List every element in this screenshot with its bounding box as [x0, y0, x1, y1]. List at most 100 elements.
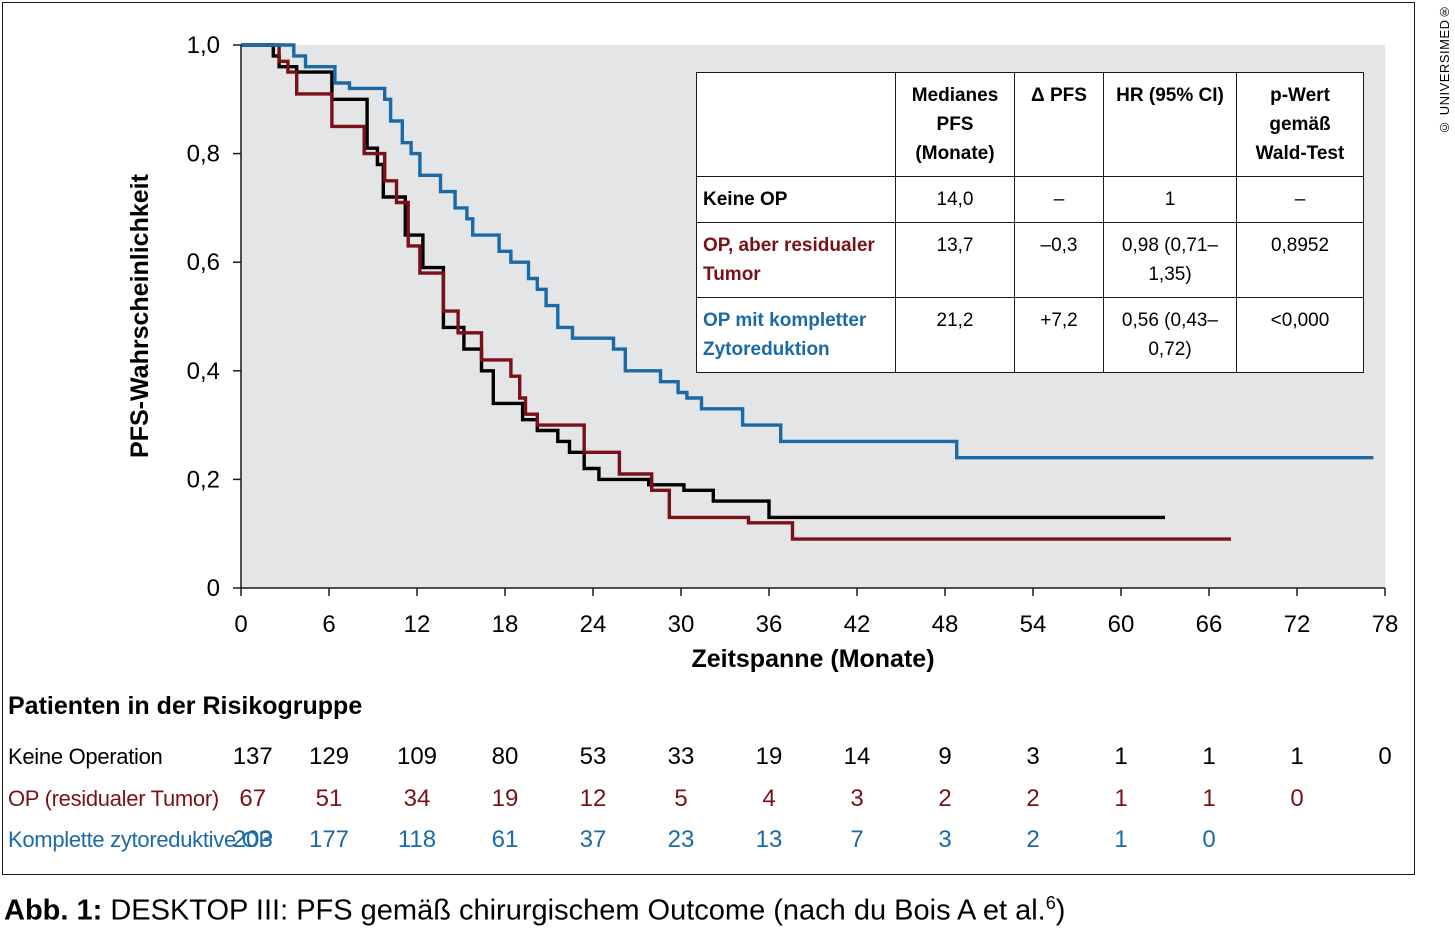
risk-row-label: Keine Operation: [8, 744, 163, 769]
x-tick-label: 18: [492, 611, 519, 638]
risk-count: 12: [579, 785, 607, 812]
risk-count: 61: [491, 826, 519, 853]
risk-count: 1: [1114, 826, 1128, 853]
y-tick-label: 0,6: [187, 249, 220, 276]
x-tick-label: 78: [1372, 611, 1399, 638]
risk-count: 2: [1026, 785, 1040, 812]
y-tick-label: 0: [207, 575, 220, 602]
risk-count: 1: [1114, 743, 1128, 770]
table-header-delta: Δ PFS: [1014, 72, 1104, 177]
caption-text: DESKTOP III: PFS gemäß chirurgischem Out…: [102, 894, 1046, 927]
table-header-empty: [696, 72, 896, 177]
risk-count: 19: [755, 743, 783, 770]
table-header-median: Medianes PFS (Monate): [895, 72, 1015, 177]
risk-count: 37: [579, 826, 607, 853]
x-tick-label: 60: [1108, 611, 1135, 638]
risk-count: 2: [1026, 826, 1040, 853]
risk-count: 34: [403, 785, 431, 812]
risk-count: 51: [315, 785, 343, 812]
table-cell: –: [1014, 176, 1104, 223]
risk-count: 2: [938, 785, 952, 812]
table-cell: 0,56 (0,43–0,72): [1103, 297, 1237, 373]
risk-count: 137: [232, 743, 273, 770]
caption-prefix: Abb. 1:: [4, 894, 103, 927]
x-tick-label: 48: [932, 611, 959, 638]
table-cell: –: [1236, 176, 1364, 223]
table-row: Keine OP 14,0 – 1 –: [696, 176, 1364, 223]
table-header-pvalue: p-Wert gemäß Wald-Test: [1236, 72, 1364, 177]
table-cell: 14,0: [895, 176, 1015, 223]
table-cell: <0,000: [1236, 297, 1364, 373]
x-tick-label: 72: [1284, 611, 1311, 638]
y-tick-label: 0,2: [187, 466, 220, 493]
risk-count: 3: [1026, 743, 1040, 770]
table-header-hr: HR (95% CI): [1103, 72, 1237, 177]
risk-count: 13: [755, 826, 783, 853]
risk-count: 33: [667, 743, 695, 770]
x-tick-label: 66: [1196, 611, 1223, 638]
risk-count: 0: [1290, 785, 1304, 812]
risk-count: 129: [308, 743, 350, 770]
table-header-row: Medianes PFS (Monate) Δ PFS HR (95% CI) …: [696, 72, 1364, 177]
x-tick-label: 42: [844, 611, 871, 638]
risk-row-label: Komplette zytoreduktive OP: [8, 827, 273, 852]
table-row-label: Keine OP: [696, 176, 896, 223]
y-axis-label: PFS-Wahrscheinlichkeit: [126, 173, 154, 458]
table-row-label: OP mit kompletter Zytoreduktion: [696, 297, 896, 373]
table-cell: 1: [1103, 176, 1237, 223]
risk-count: 3: [938, 826, 952, 853]
x-tick-label: 54: [1020, 611, 1047, 638]
series-layer: [241, 43, 1374, 541]
copyright-notice: © UNIVERSIMED®: [1437, 4, 1452, 135]
x-tick-label: 36: [756, 611, 783, 638]
table-cell: –0,3: [1014, 222, 1104, 298]
risk-count: 23: [667, 826, 695, 853]
x-tick-label: 0: [234, 611, 247, 638]
table-row: OP, aber residualer Tumor 13,7 –0,3 0,98…: [696, 222, 1364, 298]
risk-count: 19: [491, 785, 519, 812]
axis-layer: 0 6 12 18 24 30 36 42 48 54 60 66 72 78 0 0,2 0,4 0,6 0,8 1…: [126, 32, 1398, 673]
risk-count: 1: [1290, 743, 1304, 770]
x-axis-label: Zeitspanne (Monate): [691, 645, 934, 673]
risk-count: 5: [674, 785, 688, 812]
risk-count: 1: [1114, 785, 1128, 812]
y-tick-label: 0,4: [187, 358, 220, 385]
risk-count: 1: [1202, 743, 1216, 770]
caption-suffix: ): [1055, 894, 1066, 927]
risk-row-label: OP (residualer Tumor): [8, 786, 219, 811]
table-cell: 21,2: [895, 297, 1015, 373]
risk-count: 14: [843, 743, 871, 770]
series-line-1: [241, 43, 1231, 541]
y-tick-label: 0,8: [187, 141, 220, 168]
risk-count: 0: [1378, 743, 1392, 770]
risk-count: 1: [1202, 785, 1216, 812]
risk-table-title: Patienten in der Risikogruppe: [8, 692, 363, 720]
risk-count: 9: [938, 743, 952, 770]
table-row-label: OP, aber residualer Tumor: [696, 222, 896, 298]
risk-count: 67: [239, 785, 267, 812]
table-row: OP mit kompletter Zytoreduktion 21,2 +7,…: [696, 297, 1364, 373]
table-cell: +7,2: [1014, 297, 1104, 373]
risk-count: 4: [762, 785, 776, 812]
x-tick-label: 12: [404, 611, 431, 638]
figure-frame: [2, 2, 1415, 875]
y-tick-label: 1,0: [187, 32, 220, 59]
series-line-2: [241, 43, 1374, 460]
risk-count: 177: [308, 826, 350, 853]
risk-count: 0: [1202, 826, 1216, 853]
table-cell: 0,98 (0,71–1,35): [1103, 222, 1237, 298]
x-tick-label: 24: [580, 611, 607, 638]
risk-count: 118: [397, 826, 437, 853]
risk-count: 3: [850, 785, 864, 812]
risk-count: 53: [579, 743, 607, 770]
risk-count: 80: [491, 743, 519, 770]
risk-count: 203: [232, 826, 273, 853]
risk-count: 109: [396, 743, 438, 770]
table-cell: 0,8952: [1236, 222, 1364, 298]
results-table: Medianes PFS (Monate) Δ PFS HR (95% CI) …: [696, 72, 1364, 373]
x-tick-label: 30: [668, 611, 695, 638]
risk-count: 7: [850, 826, 864, 853]
caption-reference: 6: [1045, 893, 1056, 913]
table-cell: 13,7: [895, 222, 1015, 298]
x-tick-label: 6: [322, 611, 335, 638]
